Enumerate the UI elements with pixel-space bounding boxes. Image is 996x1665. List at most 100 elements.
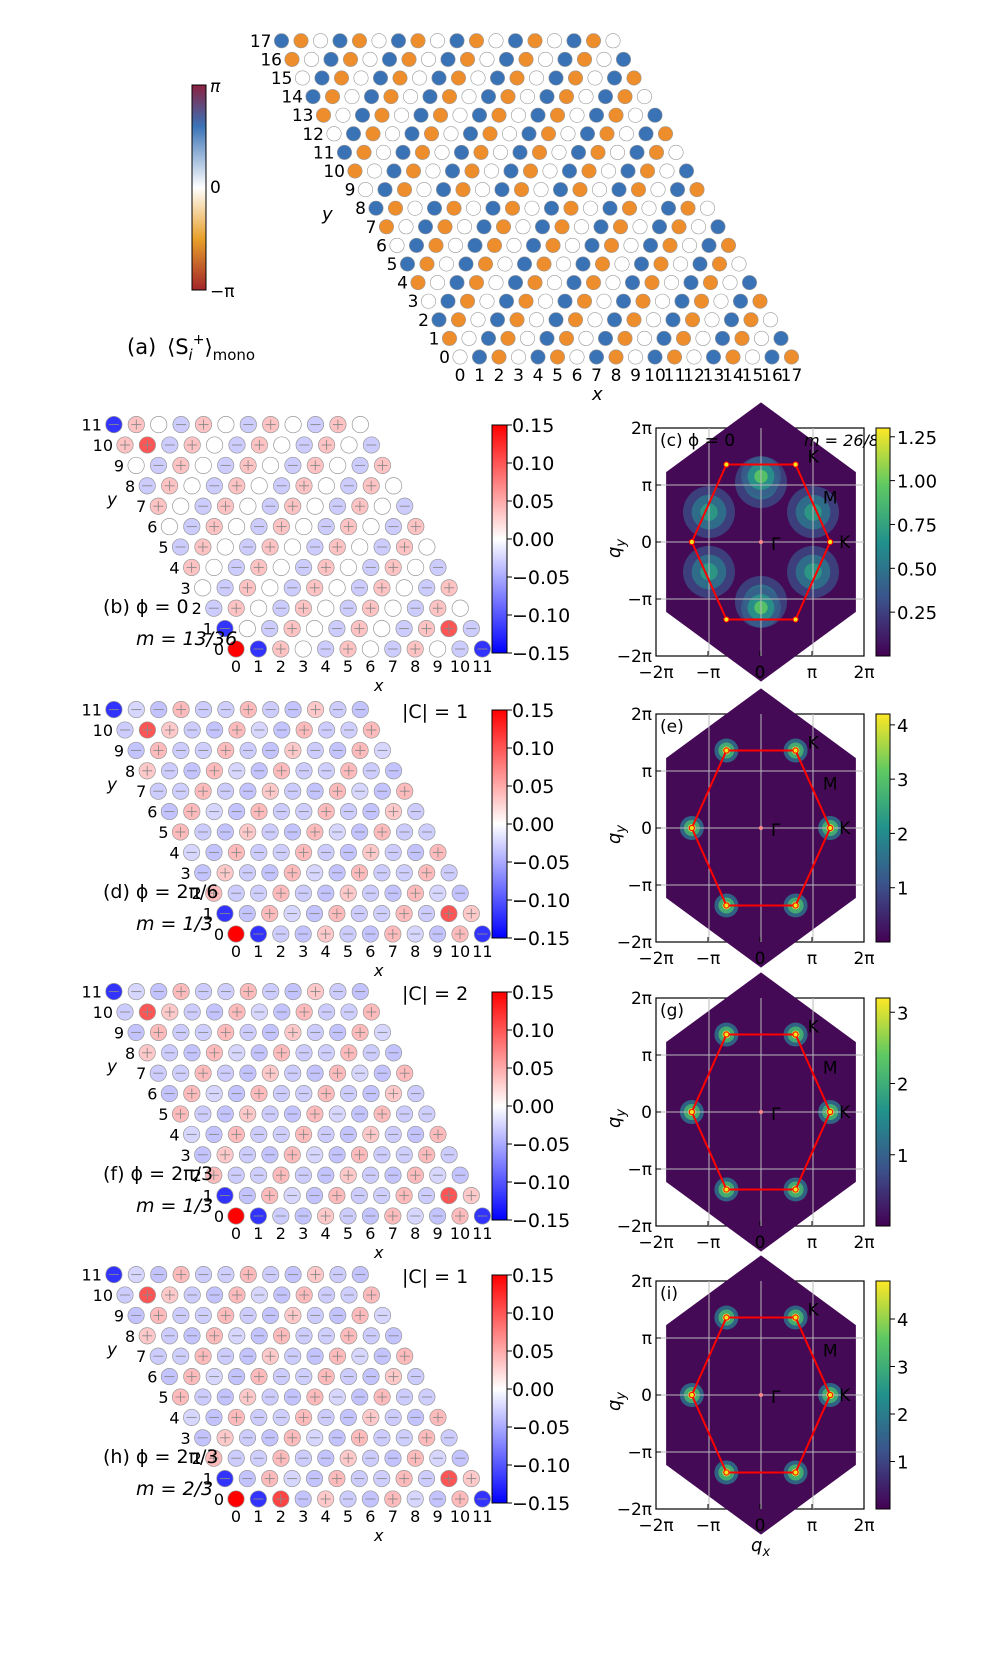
phase-site [389, 237, 405, 253]
phase-site [398, 219, 414, 235]
phase-site [432, 107, 448, 123]
y-axis-label-sub: y [614, 539, 629, 548]
phase-site [345, 126, 361, 142]
phase-site [452, 349, 468, 365]
spin-site [216, 538, 234, 556]
phase-site [593, 219, 609, 235]
phase-site [723, 312, 739, 328]
x-tick-label: 14 [722, 366, 744, 386]
phase-site [645, 312, 661, 328]
y-tick-label: 3 [181, 864, 191, 883]
phase-site [684, 312, 700, 328]
phase-site [347, 163, 363, 179]
y-tick-label: 6 [147, 803, 157, 822]
phase-site [438, 256, 454, 272]
x-tick-label: −π [696, 949, 720, 969]
k-point-marker [723, 747, 730, 754]
phase-site [600, 163, 616, 179]
y-tick-label: 2 [192, 1449, 202, 1468]
x-tick-label: 7 [388, 657, 398, 676]
phase-site [668, 144, 684, 160]
phase-site [504, 200, 520, 216]
phase-site [315, 107, 331, 123]
phase-site [435, 182, 451, 198]
phase-site [440, 51, 456, 67]
panel-label: (i) [660, 1284, 678, 1304]
y-tick-label: 1 [203, 1187, 213, 1206]
phase-site [620, 163, 636, 179]
cbar-tick-label: 1 [897, 1453, 908, 1474]
cbar-tick-label: 4 [897, 1310, 908, 1331]
spin-site [227, 1490, 245, 1508]
y-tick-label: 2π [631, 989, 652, 1009]
x-tick-label: 9 [433, 1224, 443, 1243]
y-tick-label: 8 [125, 1044, 135, 1063]
x-tick-label: 11 [472, 1224, 492, 1243]
phi-label: (f) ϕ = 2π/3 [103, 1163, 213, 1185]
phase-site [560, 126, 576, 142]
phase-site [720, 237, 736, 253]
cbar-tick-label: 1 [897, 1146, 908, 1167]
k-point-marker [723, 1031, 730, 1038]
phase-site [492, 144, 508, 160]
x-tick-label: 1 [253, 1507, 263, 1526]
phase-site [332, 33, 348, 49]
panel-label: (e) [660, 717, 684, 737]
spin-site [395, 579, 413, 597]
phase-site [468, 275, 484, 291]
x-tick-label: 5 [343, 657, 353, 676]
x-tick-label: 10 [644, 366, 666, 386]
phase-site [417, 219, 433, 235]
x-tick-label: 2 [276, 1507, 286, 1526]
phase-site [578, 89, 594, 105]
phase-site [599, 126, 615, 142]
phase-site [531, 144, 547, 160]
phase-site [425, 163, 441, 179]
phase-site [396, 182, 412, 198]
phase-site [702, 275, 718, 291]
panel-a: π 0 −π (a) ⟨Si+⟩mono x y 012345678910111… [127, 32, 802, 405]
y-tick-label: 4 [169, 843, 179, 862]
y-tick-label: −2π [617, 933, 652, 953]
k-point-marker [827, 1108, 834, 1116]
cbar-tick-label: 0.05 [512, 491, 554, 513]
y-tick-label: 5 [158, 1388, 168, 1407]
phase-site [488, 275, 504, 291]
y-tick-label: 11 [82, 1266, 102, 1285]
cbar-tick-label: −0.05 [512, 852, 570, 874]
phase-site [479, 51, 495, 67]
phase-site [429, 33, 445, 49]
phase-site [648, 144, 664, 160]
phase-site [456, 219, 472, 235]
k-point-marker [688, 1391, 695, 1399]
spin-site [351, 416, 369, 434]
phase-site [305, 89, 321, 105]
lattice-colorbar [491, 991, 508, 1221]
phase-site [522, 163, 538, 179]
phase-site [561, 163, 577, 179]
y-axis-label: qy [604, 1109, 629, 1128]
spin-site [384, 599, 402, 617]
cbar-tick-label: 1.25 [897, 428, 937, 449]
cbar-tick-label: 0.00 [512, 1379, 554, 1401]
phase-site [549, 349, 565, 365]
y-tick-label: 6 [147, 1085, 157, 1104]
filling-label: m = 26/81 [804, 431, 889, 450]
phase-site [588, 349, 604, 365]
phase-site [548, 70, 564, 86]
phase-site [410, 275, 426, 291]
y-tick-label: 6 [147, 1368, 157, 1387]
y-tick-label: 11 [82, 701, 102, 720]
phase-site [530, 349, 546, 365]
x-tick-label: 0 [231, 1507, 241, 1526]
y-tick-label: 5 [158, 1105, 168, 1124]
y-tick-label: 3 [181, 1146, 191, 1165]
phase-site [662, 237, 678, 253]
gamma-label: Γ [771, 1105, 781, 1125]
phase-site [524, 200, 540, 216]
spin-site [273, 436, 291, 454]
phase-site [383, 89, 399, 105]
cbar-tick-label: −0.15 [512, 1493, 570, 1515]
